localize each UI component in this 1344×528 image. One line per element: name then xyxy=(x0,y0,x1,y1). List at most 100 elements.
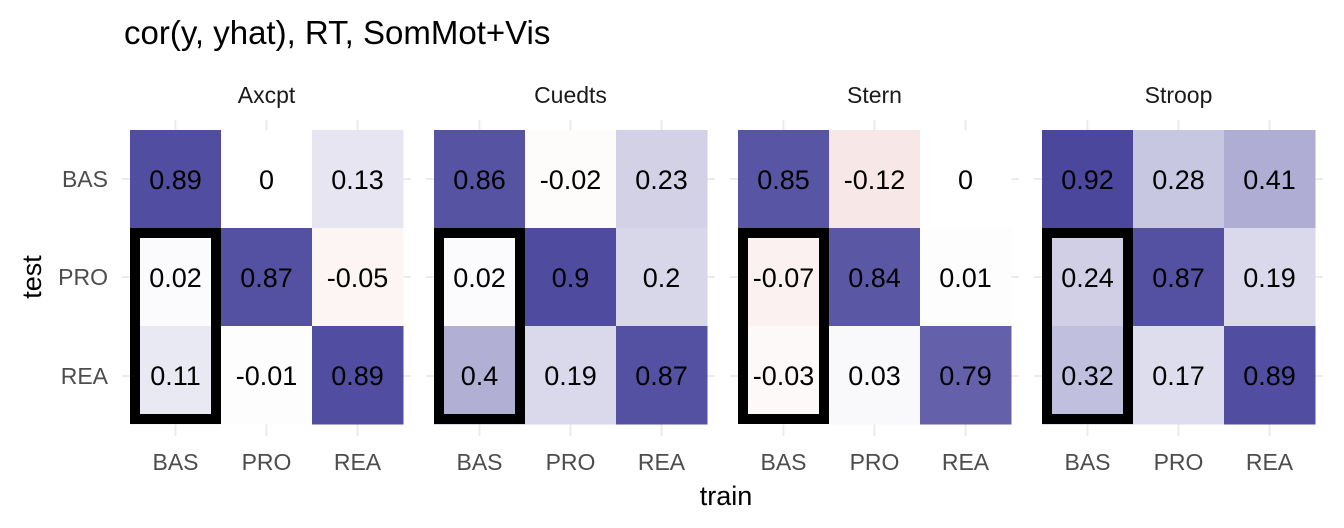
tile-value-label: 0.89 xyxy=(149,165,202,195)
heatmap-tile xyxy=(1042,326,1134,425)
tile-value-label: 0.87 xyxy=(635,361,688,391)
tile-value-label: 0.24 xyxy=(1061,263,1114,293)
y-tick-label: REA xyxy=(61,363,109,389)
x-tick-label: BAS xyxy=(456,449,502,475)
tile-value-label: 0.84 xyxy=(848,263,901,293)
heatmap-tile xyxy=(1042,130,1134,229)
heatmap-tile xyxy=(920,326,1012,425)
tile-value-label: 0.89 xyxy=(331,361,384,391)
tile-value-label: 0.4 xyxy=(461,361,499,391)
x-tick-label: PRO xyxy=(546,449,596,475)
heatmap-tile xyxy=(525,130,617,229)
heatmap-tile xyxy=(312,130,404,229)
facet-strip-label: Stern xyxy=(847,82,902,108)
tile-value-label: 0.86 xyxy=(453,165,506,195)
tile-value-label: 0.02 xyxy=(149,263,202,293)
y-tick-label: PRO xyxy=(58,264,108,290)
y-tick-label: BAS xyxy=(62,166,108,192)
highlight-box xyxy=(1042,228,1133,424)
heatmap-tile xyxy=(738,130,830,229)
highlight-box xyxy=(738,228,829,424)
heatmap-tile xyxy=(920,130,1012,229)
heatmap-tile xyxy=(312,228,404,327)
tile-value-label: 0.23 xyxy=(635,165,688,195)
heatmap-tile xyxy=(221,130,313,229)
tile-value-label: 0 xyxy=(958,165,973,195)
heatmap-tile xyxy=(221,326,313,425)
heatmap-tile xyxy=(312,326,404,425)
heatmap-tile xyxy=(130,326,222,425)
tile-value-label: 0.03 xyxy=(848,361,901,391)
tile-value-label: 0.19 xyxy=(544,361,597,391)
tile-value-label: 0.92 xyxy=(1061,165,1114,195)
tile-value-label: 0.28 xyxy=(1152,165,1205,195)
tile-value-label: -0.01 xyxy=(236,361,298,391)
heatmap-tile xyxy=(1224,130,1316,229)
x-axis-title: train xyxy=(700,481,753,511)
highlight-box xyxy=(130,228,221,424)
tile-value-label: 0.13 xyxy=(331,165,384,195)
heatmap-tile xyxy=(1133,228,1225,327)
heatmap-tile xyxy=(434,326,526,425)
x-tick-label: BAS xyxy=(1064,449,1110,475)
tile-value-label: 0.17 xyxy=(1152,361,1205,391)
tile-value-label: -0.12 xyxy=(844,165,906,195)
heatmap-tile xyxy=(434,130,526,229)
heatmap-tile xyxy=(1042,228,1134,327)
heatmap-tile xyxy=(130,228,222,327)
facet-panel: Cuedts 0.86 -0.02 0.23 0.02 0.9 0.2 0.4 0.19 0.87… xyxy=(426,82,715,475)
heatmap-tile xyxy=(1224,326,1316,425)
x-tick-label: PRO xyxy=(1154,449,1204,475)
heatmap-tile xyxy=(221,228,313,327)
facet-panel: Axcpt 0.89 0 0.13 0.02 0.87 -0.05 0.11 -0.01 0.89… xyxy=(122,82,411,475)
tile-value-label: 0.02 xyxy=(453,263,506,293)
tile-value-label: 0.19 xyxy=(1243,263,1296,293)
tile-value-label: 0.01 xyxy=(939,263,992,293)
tile-value-label: -0.02 xyxy=(540,165,602,195)
tile-value-label: -0.03 xyxy=(753,361,815,391)
tile-value-label: 0.32 xyxy=(1061,361,1114,391)
heatmap-tile xyxy=(1224,228,1316,327)
tile-value-label: -0.07 xyxy=(753,263,815,293)
heatmap-tile xyxy=(525,326,617,425)
heatmap-tile xyxy=(1133,326,1225,425)
x-tick-label: BAS xyxy=(152,449,198,475)
tile-value-label: 0.89 xyxy=(1243,361,1296,391)
x-tick-label: BAS xyxy=(760,449,806,475)
heatmap-tile xyxy=(829,228,921,327)
heatmap-tile xyxy=(434,228,526,327)
x-tick-label: PRO xyxy=(850,449,900,475)
heatmap-tile xyxy=(920,228,1012,327)
x-tick-label: REA xyxy=(942,449,990,475)
heatmap-tile xyxy=(1133,130,1225,229)
tile-value-label: 0.9 xyxy=(552,263,590,293)
x-tick-label: REA xyxy=(1246,449,1294,475)
heatmap-tile xyxy=(738,228,830,327)
facet-panels: BAS PRO REA Axcpt 0.89 0 0.13 0.02 0.87 -0.05 0.11… xyxy=(58,82,1323,475)
y-axis-title: test xyxy=(17,255,47,299)
tile-value-label: 0.41 xyxy=(1243,165,1296,195)
facet-strip-label: Axcpt xyxy=(238,82,296,108)
heatmap-tile xyxy=(616,326,708,425)
heatmap-tile xyxy=(829,130,921,229)
heatmap-tile xyxy=(829,326,921,425)
tile-value-label: 0.11 xyxy=(150,361,201,391)
heatmap-tile xyxy=(130,130,222,229)
heatmap-tile xyxy=(616,228,708,327)
tile-value-label: 0.87 xyxy=(1152,263,1205,293)
x-tick-label: PRO xyxy=(242,449,292,475)
tile-value-label: 0 xyxy=(259,165,274,195)
tile-value-label: 0.87 xyxy=(240,263,293,293)
facet-strip-label: Cuedts xyxy=(534,82,607,108)
tile-value-label: 0.2 xyxy=(643,263,681,293)
facet-strip-label: Stroop xyxy=(1145,82,1213,108)
x-tick-label: REA xyxy=(334,449,382,475)
highlight-box xyxy=(434,228,525,424)
facet-panel: Stroop 0.92 0.28 0.41 0.24 0.87 0.19 0.32 0.17 0.… xyxy=(1034,82,1323,475)
facet-panel: Stern 0.85 -0.12 0 -0.07 0.84 0.01 -0.03 0.03 0.7… xyxy=(730,82,1019,475)
tile-value-label: 0.79 xyxy=(939,361,992,391)
heatmap-tile xyxy=(525,228,617,327)
x-tick-label: REA xyxy=(638,449,686,475)
tile-value-label: -0.05 xyxy=(327,263,389,293)
